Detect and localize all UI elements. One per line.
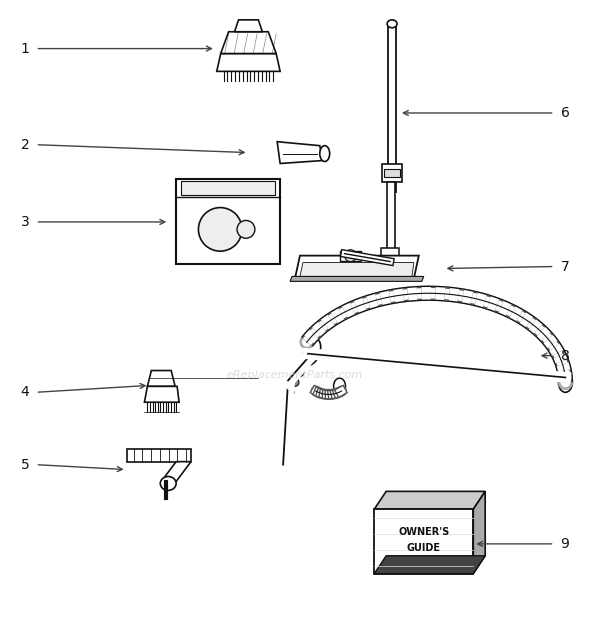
Text: 2: 2 <box>21 138 30 152</box>
Polygon shape <box>221 32 276 54</box>
Bar <box>387 182 395 252</box>
Text: 4: 4 <box>21 385 30 399</box>
Circle shape <box>198 208 242 251</box>
Polygon shape <box>374 509 473 574</box>
Circle shape <box>291 378 299 387</box>
Circle shape <box>286 388 294 396</box>
Bar <box>181 181 275 196</box>
Circle shape <box>296 369 304 376</box>
Polygon shape <box>290 276 424 281</box>
Polygon shape <box>148 370 175 387</box>
Ellipse shape <box>387 20 397 28</box>
Polygon shape <box>295 256 419 278</box>
Text: 8: 8 <box>560 349 569 363</box>
Bar <box>176 179 280 263</box>
Text: 6: 6 <box>560 106 569 120</box>
Text: OWNER'S: OWNER'S <box>398 527 450 537</box>
Polygon shape <box>145 387 179 402</box>
Polygon shape <box>374 492 485 509</box>
Polygon shape <box>300 263 414 276</box>
Text: 3: 3 <box>21 215 30 229</box>
Bar <box>382 165 402 182</box>
Bar <box>384 169 400 178</box>
Ellipse shape <box>278 463 288 470</box>
Text: eReplacementParts.com: eReplacementParts.com <box>227 370 363 381</box>
Ellipse shape <box>160 476 176 490</box>
Polygon shape <box>217 54 280 71</box>
Ellipse shape <box>303 338 321 365</box>
Circle shape <box>237 221 255 238</box>
Text: 5: 5 <box>21 458 30 472</box>
Circle shape <box>345 250 356 262</box>
Polygon shape <box>235 20 263 32</box>
Bar <box>340 251 361 261</box>
Polygon shape <box>277 142 323 163</box>
Polygon shape <box>161 462 191 481</box>
Polygon shape <box>374 556 485 574</box>
Polygon shape <box>127 449 191 462</box>
Bar <box>381 247 399 262</box>
Ellipse shape <box>333 378 346 394</box>
Text: 9: 9 <box>560 537 569 551</box>
Ellipse shape <box>320 146 330 162</box>
Text: 1: 1 <box>21 42 30 56</box>
Text: 7: 7 <box>560 260 569 274</box>
Ellipse shape <box>559 372 572 392</box>
Text: GUIDE: GUIDE <box>407 543 441 553</box>
Bar <box>388 24 396 192</box>
Polygon shape <box>473 492 485 574</box>
